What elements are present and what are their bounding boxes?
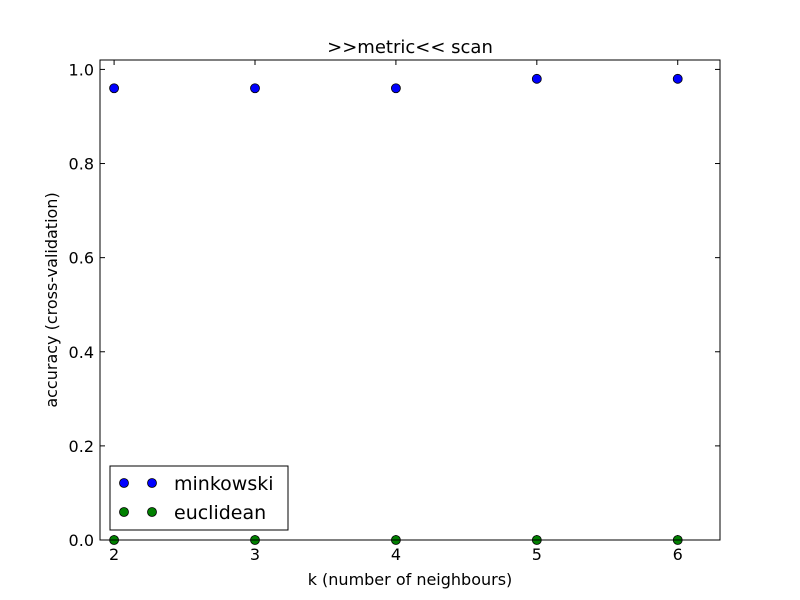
- chart-title: >>metric<< scan: [327, 37, 493, 58]
- x-tick-label: 4: [391, 545, 401, 564]
- x-tick-label: 6: [673, 545, 683, 564]
- legend-box: [109, 465, 289, 531]
- legend-marker: [147, 507, 157, 517]
- y-tick-label: 0.2: [69, 437, 94, 456]
- y-tick-label: 0.4: [69, 343, 94, 362]
- data-point-minkowski: [109, 83, 119, 94]
- axis-ticks: 2 3 4 5 6 0.0 0.2 0.4 0.6 0.8 1.0: [69, 60, 720, 564]
- x-tick-label: 2: [109, 545, 119, 564]
- x-axis-label: k (number of neighbours): [308, 570, 513, 589]
- data-point-minkowski: [250, 83, 260, 94]
- legend-marker: [119, 507, 129, 517]
- legend-marker: [119, 478, 129, 488]
- y-tick-label: 0.8: [69, 155, 94, 174]
- x-tick-label: 5: [532, 545, 542, 564]
- x-tick-label: 3: [250, 545, 260, 564]
- data-point-minkowski: [391, 83, 401, 94]
- legend-label: minkowski: [174, 473, 274, 495]
- legend: minkowski euclidean: [109, 465, 289, 531]
- data-point-minkowski: [672, 73, 683, 84]
- data-point-minkowski: [531, 73, 542, 84]
- y-tick-label: 1.0: [69, 60, 94, 79]
- y-tick-label: 0.6: [69, 249, 94, 268]
- legend-label: euclidean: [174, 502, 266, 524]
- y-axis-label: accuracy (cross-validation): [42, 192, 61, 407]
- plot-area: [99, 59, 721, 541]
- legend-marker: [147, 478, 157, 488]
- y-tick-label: 0.0: [69, 531, 94, 550]
